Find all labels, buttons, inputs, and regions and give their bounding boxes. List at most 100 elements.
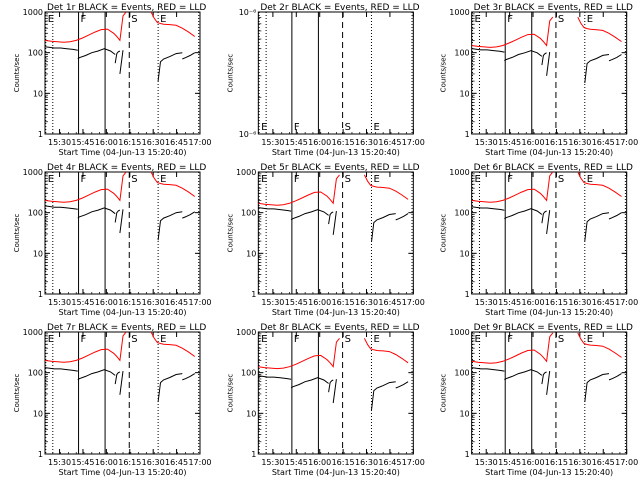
events-series-line	[119, 209, 124, 234]
events-series-line	[541, 52, 547, 66]
lld-series-line	[471, 172, 554, 203]
y-axis-label: Counts/sec	[226, 54, 234, 93]
x-axis-label: Start Time (04-Jun-13 15:20:40)	[59, 468, 187, 477]
events-series-line	[45, 367, 78, 372]
lld-series-line	[150, 12, 196, 37]
plot-frame	[471, 331, 628, 455]
time-marker-label: E	[474, 334, 480, 345]
plot-frame	[44, 171, 201, 295]
lld-series-line	[45, 332, 127, 363]
y-tick-label: 1	[465, 450, 470, 459]
time-marker-label: E	[474, 14, 480, 25]
lld-series-line	[471, 16, 554, 48]
x-tick-label: 17:00	[402, 138, 425, 147]
detector-panel: Det 9r BLACK = Events, RED = LLD 15:30 15:…	[440, 323, 639, 477]
plot-frame	[44, 331, 201, 455]
panel-title: Det 4r BLACK = Events, RED = LLD	[47, 163, 206, 173]
events-series-line	[471, 206, 505, 211]
events-series-line	[45, 205, 78, 210]
time-marker-label: E	[373, 174, 379, 185]
time-marker-label: E	[373, 122, 379, 133]
x-tick-label: 16:45	[378, 298, 401, 307]
detector-panel: Det 2r BLACK = Events, RED = LLD 15:30 15:…	[226, 3, 425, 157]
x-tick-label: 16:30	[568, 458, 591, 467]
events-series-line	[471, 48, 505, 53]
plot-frame	[471, 171, 628, 295]
events-series-line	[114, 209, 121, 223]
events-series-line	[371, 213, 396, 243]
y-tick-label: 1000	[236, 328, 256, 337]
y-tick-label: 10⁻⁶	[239, 130, 257, 139]
x-tick-label: 16:30	[142, 458, 165, 467]
x-tick-label: 16:45	[165, 138, 188, 147]
x-axis-label: Start Time (04-Jun-13 15:20:40)	[485, 468, 613, 477]
time-marker-label: F	[507, 174, 513, 185]
x-tick-label: 17:00	[615, 298, 638, 307]
x-tick-label: 16:30	[142, 298, 165, 307]
x-tick-label: 16:30	[142, 138, 165, 147]
time-marker-label: E	[261, 122, 267, 133]
events-series-line	[290, 209, 329, 221]
events-series-line	[546, 52, 551, 76]
panel-title: Det 2r BLACK = Events, RED = LLD	[260, 3, 419, 13]
x-tick-label: 17:00	[615, 138, 638, 147]
x-tick-label: 17:00	[615, 458, 638, 467]
x-tick-label: 15:45	[285, 458, 308, 467]
x-tick-label: 15:30	[48, 138, 71, 147]
events-series-line	[608, 54, 622, 62]
events-series-line	[608, 373, 622, 381]
x-tick-label: 16:15	[332, 298, 355, 307]
time-marker-label: S	[131, 14, 137, 25]
panel-title: Det 5r BLACK = Events, RED = LLD	[260, 163, 419, 173]
events-series-line	[157, 211, 183, 241]
x-tick-label: 16:45	[165, 298, 188, 307]
y-tick-label: 10	[33, 89, 43, 98]
panel-title: Det 7r BLACK = Events, RED = LLD	[47, 323, 206, 333]
detector-panel: Det 8r BLACK = Events, RED = LLD 15:30 15:…	[226, 323, 425, 477]
y-tick-label: 1000	[236, 168, 256, 177]
x-tick-label: 15:30	[48, 458, 71, 467]
y-axis-label: Counts/sec	[440, 54, 448, 93]
plot-frame	[257, 11, 414, 135]
events-series-line	[332, 211, 337, 235]
events-series-line	[119, 371, 124, 395]
events-series-line	[328, 379, 334, 393]
x-tick-label: 17:00	[402, 458, 425, 467]
y-tick-label: 1000	[449, 328, 469, 337]
events-series-line	[584, 373, 610, 403]
lld-series-line	[150, 332, 196, 357]
x-tick-label: 16:30	[355, 138, 378, 147]
time-marker-label: F	[294, 122, 300, 133]
time-marker-label: E	[587, 334, 593, 345]
y-tick-label: 1	[38, 290, 43, 299]
events-series-line	[77, 369, 116, 381]
y-tick-label: 10	[246, 249, 256, 258]
x-tick-label: 16:45	[378, 138, 401, 147]
events-series-line	[77, 48, 116, 60]
plot-frame	[257, 171, 414, 295]
x-tick-label: 16:00	[95, 138, 118, 147]
x-tick-label: 16:15	[118, 138, 141, 147]
x-tick-label: 17:00	[188, 298, 211, 307]
time-marker-label: S	[345, 334, 351, 345]
events-series-line	[45, 46, 78, 51]
x-tick-label: 16:30	[355, 458, 378, 467]
time-marker-label: E	[48, 14, 54, 25]
x-tick-label: 16:30	[568, 138, 591, 147]
lld-series-line	[577, 172, 622, 197]
time-marker-label: E	[373, 334, 379, 345]
detector-panel: Det 3r BLACK = Events, RED = LLD 15:30 15:…	[440, 3, 639, 157]
y-axis-label: Counts/sec	[440, 374, 448, 413]
x-tick-label: 16:45	[592, 298, 615, 307]
x-tick-label: 16:30	[568, 298, 591, 307]
y-tick-label: 1	[465, 290, 470, 299]
events-series-line	[541, 210, 547, 224]
time-marker-label: S	[131, 334, 137, 345]
panel-title: Det 6r BLACK = Events, RED = LLD	[474, 163, 633, 173]
events-series-line	[395, 213, 409, 221]
events-series-line	[504, 208, 543, 220]
x-tick-label: 15:45	[71, 298, 94, 307]
time-marker-label: E	[160, 334, 166, 345]
x-tick-label: 15:30	[261, 138, 284, 147]
events-series-line	[546, 371, 551, 395]
